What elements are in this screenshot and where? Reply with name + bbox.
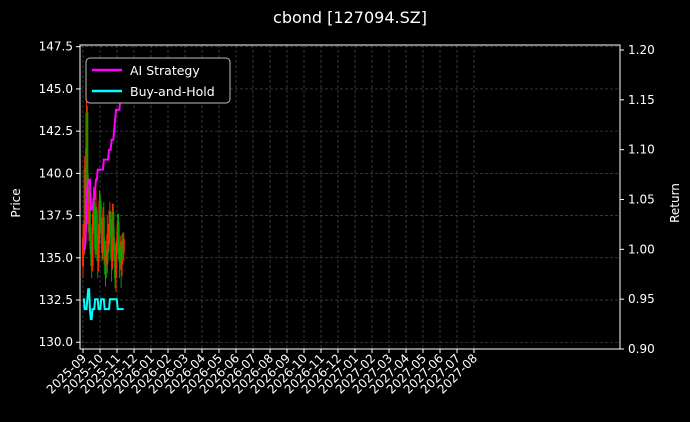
candle-body [114, 254, 117, 279]
right-axis-tick-label: 1.10 [628, 143, 655, 157]
candle-body [100, 217, 103, 235]
candle-body [122, 239, 125, 253]
candle-body [99, 200, 102, 218]
candle-body [103, 245, 106, 265]
right-axis-tick-label: 1.20 [628, 43, 655, 57]
candle-body [89, 240, 92, 255]
series-line-ai-strategy [83, 69, 125, 251]
legend-label-ai-strategy: AI Strategy [130, 63, 200, 78]
right-axis-tick-label: 1.15 [628, 93, 655, 107]
candle-body [82, 237, 84, 267]
candle-body [91, 224, 94, 267]
series-line-buy-and-hold [82, 288, 124, 321]
left-axis-tick-label: 132.5 [39, 293, 73, 307]
candle-body [117, 222, 120, 252]
candle-body [108, 224, 111, 245]
right-axis-tick-label: 1.00 [628, 242, 655, 256]
plot-frame [79, 44, 621, 350]
series-lines [82, 69, 125, 321]
left-axis: 130.0 132.5 135.0 137.5 140.0 142.5 145.0 147.5 [39, 40, 80, 349]
candle-body [86, 112, 89, 187]
left-axis-tick-label: 147.5 [39, 40, 73, 54]
left-axis-tick-label: 140.0 [39, 166, 73, 180]
right-axis-tick-label: 0.90 [628, 342, 655, 356]
candle-body [88, 198, 91, 241]
candle-body [102, 217, 105, 246]
y-axis-label-right: Return [668, 183, 682, 223]
left-axis-tick-label: 130.0 [39, 335, 73, 349]
right-axis-tick-label: 0.95 [628, 292, 655, 306]
left-axis-tick-label: 137.5 [39, 209, 73, 223]
right-axis: 0.90 0.95 1.00 1.05 1.10 1.15 1.20 [620, 43, 655, 356]
candle-body [106, 234, 109, 265]
left-axis-tick-label: 135.0 [39, 251, 73, 265]
left-axis-tick-label: 145.0 [39, 82, 73, 96]
candle-body [109, 218, 112, 238]
legend-label-buy-and-hold: Buy-and-Hold [130, 84, 215, 99]
x-axis: 2025-092025-102025-112025-122026-012026-… [44, 349, 480, 397]
left-axis-tick-label: 142.5 [39, 124, 73, 138]
candle-body [95, 210, 98, 253]
right-axis-tick-label: 1.05 [628, 192, 655, 206]
candle-body [93, 202, 96, 216]
candle-body [113, 237, 116, 252]
y-axis-label-left: Price [9, 188, 23, 217]
legend: AI Strategy Buy-and-Hold [85, 57, 231, 104]
candle-body [115, 240, 118, 255]
candle-body [112, 212, 115, 238]
candle-body [97, 234, 100, 262]
chart-title: cbond [127094.SZ] [273, 8, 427, 27]
